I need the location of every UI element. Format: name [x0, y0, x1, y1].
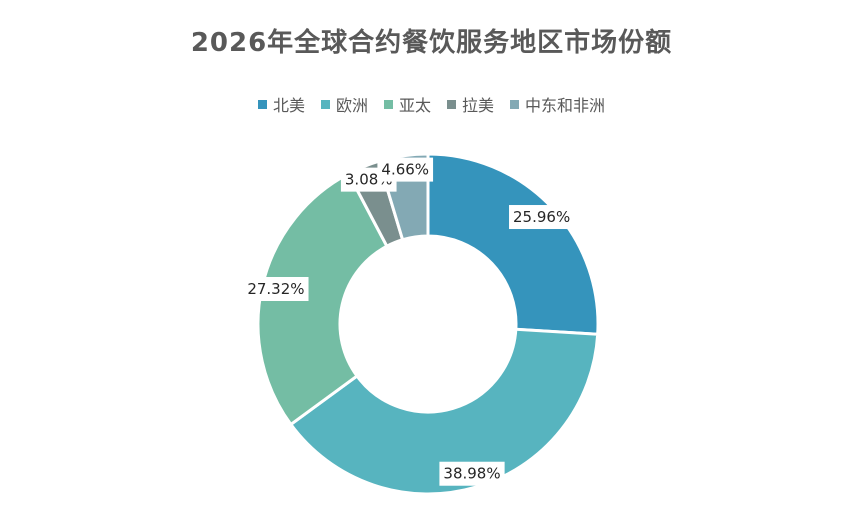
data-label: 25.96% — [509, 205, 575, 230]
legend-swatch — [383, 99, 393, 109]
slice-europe[interactable] — [288, 327, 600, 496]
legend-label: 中东和非洲 — [525, 96, 606, 115]
legend-label: 北美 — [272, 96, 305, 115]
chart-legend: 北美 欧洲 亚太 拉美 中东和非洲 — [0, 92, 863, 116]
data-label: 4.66% — [377, 157, 434, 182]
data-label: 27.32% — [243, 277, 309, 302]
data-label-text: 25.96% — [513, 208, 570, 226]
data-label-box — [439, 461, 505, 486]
legend-swatch — [257, 99, 267, 109]
legend-item-europe[interactable]: 欧洲 — [320, 92, 368, 116]
legend-swatch — [447, 99, 456, 109]
data-label-text: 38.98% — [443, 465, 500, 483]
legend-item-latin-america[interactable]: 拉美 — [447, 92, 494, 116]
data-label-text: 27.32% — [247, 280, 304, 298]
legend-item-asia-pacific[interactable]: 亚太 — [383, 92, 431, 116]
slice-north-america[interactable] — [426, 152, 600, 336]
legend-swatch — [510, 99, 520, 109]
data-label: 38.98% — [439, 461, 505, 486]
legend-swatch — [320, 99, 330, 109]
data-label-box — [243, 277, 309, 302]
slice-asia-pacific[interactable] — [256, 171, 389, 427]
legend-label: 欧洲 — [335, 96, 368, 115]
legend-item-north-america[interactable]: 北美 — [257, 92, 305, 116]
legend-label: 亚太 — [398, 96, 431, 115]
legend-label: 拉美 — [462, 96, 495, 115]
data-label-box — [377, 157, 434, 182]
data-label-box — [509, 205, 575, 230]
legend-item-middle-east-africa[interactable]: 中东和非洲 — [510, 92, 605, 116]
data-label-text: 4.66% — [381, 161, 429, 179]
chart-title: 2026年全球合约餐饮服务地区市场份额 — [190, 28, 673, 58]
